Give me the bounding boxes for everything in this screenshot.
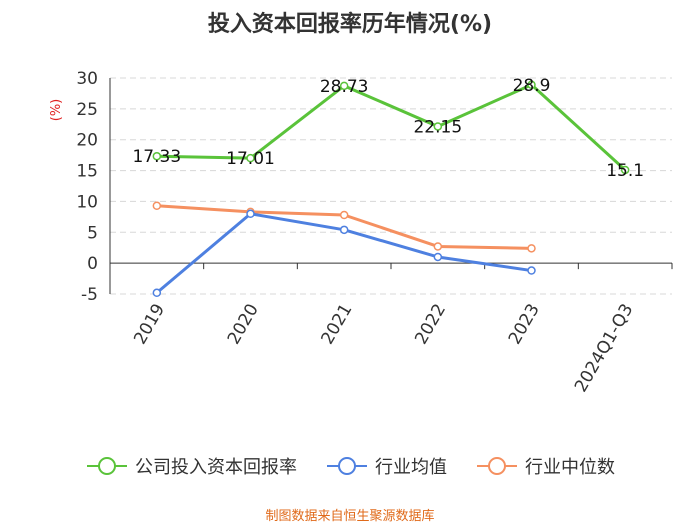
data-label: 15.1 (606, 161, 644, 181)
legend-swatch (477, 457, 517, 475)
legend-item: 公司投入资本回报率 (85, 453, 297, 479)
legend: 公司投入资本回报率 行业均值 行业中位数 (0, 453, 700, 479)
legend-item: 行业均值 (325, 453, 447, 479)
y-tick-label: 0 (87, 254, 98, 274)
data-point (339, 225, 349, 235)
data-point (339, 81, 349, 91)
series-layer (152, 80, 630, 298)
chart-title: 投入资本回报率历年情况(%) (207, 12, 493, 37)
x-tick-label: 2020 (224, 301, 263, 348)
x-tick-label: 2022 (411, 301, 450, 348)
data-point (433, 252, 443, 262)
label-layer: 17.33 17.01 28.73 22.15 28.9 15.1 (132, 76, 644, 181)
data-point (527, 244, 536, 253)
data-label: 22.15 (413, 117, 462, 137)
y-tick-label: 30 (76, 69, 98, 89)
legend-label: 行业均值 (375, 457, 447, 478)
data-point (152, 288, 162, 298)
legend-label: 行业中位数 (525, 457, 615, 478)
data-point (152, 201, 162, 210)
data-label: 17.33 (132, 147, 181, 167)
x-tick-label: 2019 (130, 301, 169, 348)
data-point (433, 122, 443, 131)
y-tick-label: -5 (81, 285, 98, 305)
data-point (246, 153, 255, 163)
x-tick-label: 2021 (318, 301, 357, 348)
legend-label: 公司投入资本回报率 (135, 457, 297, 478)
y-tick-label: 15 (76, 162, 98, 182)
data-point (433, 242, 443, 251)
legend-swatch (327, 457, 367, 475)
y-tick-label: 5 (87, 223, 98, 243)
legend-item: 行业中位数 (475, 453, 615, 479)
data-point (620, 165, 630, 175)
data-point (152, 151, 162, 161)
y-axis-unit: (%) (49, 99, 64, 122)
data-point (339, 210, 349, 220)
y-tick-label: 25 (76, 100, 98, 120)
y-tick-label: 10 (76, 192, 98, 212)
series-line (156, 83, 627, 172)
data-point (527, 266, 536, 275)
data-label: 28.9 (513, 76, 551, 96)
data-point (527, 80, 536, 90)
legend-swatch (87, 457, 127, 475)
data-point (246, 209, 255, 219)
x-tick-label: 2023 (505, 301, 544, 348)
data-label: 28.73 (320, 77, 369, 97)
source-note: 制图数据来自恒生聚源数据库 (265, 509, 435, 524)
y-tick-label: 20 (76, 131, 98, 151)
data-label: 17.01 (226, 149, 275, 169)
x-tick-label: 2024Q1-Q3 (571, 301, 638, 396)
